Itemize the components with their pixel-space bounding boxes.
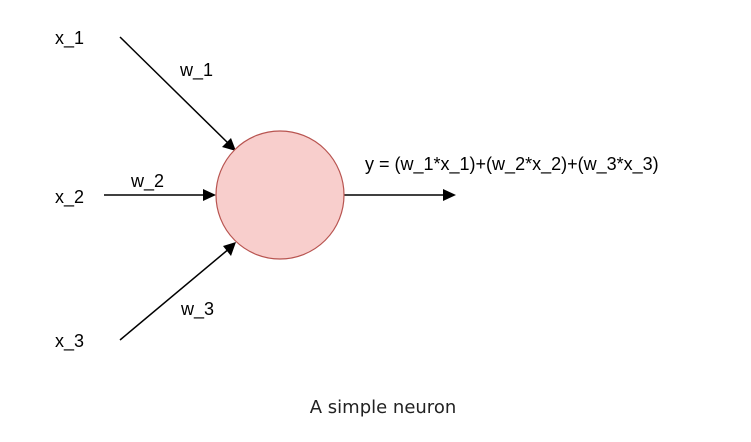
edge-input-1 — [119, 36, 236, 151]
edge-input-3-arrowhead — [223, 242, 236, 256]
edge-output-arrowhead — [443, 189, 456, 201]
edge-input-2-arrowhead — [203, 189, 216, 201]
input-label-1: x_1 — [55, 28, 84, 49]
edge-output — [344, 189, 456, 201]
edge-input-1-arrowhead — [222, 138, 236, 151]
input-label-2: x_2 — [55, 187, 84, 208]
weight-label-1: w_1 — [179, 60, 213, 81]
diagram-caption: A simple neuron — [310, 397, 457, 418]
edge-input-2 — [104, 189, 216, 201]
input-label-3: x_3 — [55, 331, 84, 352]
weight-label-3: w_3 — [180, 299, 214, 320]
weight-label-2: w_2 — [130, 171, 164, 192]
neuron-node — [215, 130, 345, 260]
edge-input-3 — [119, 242, 236, 341]
output-formula: y = (w_1*x_1)+(w_2*x_2)+(w_3*x_3) — [365, 154, 659, 175]
